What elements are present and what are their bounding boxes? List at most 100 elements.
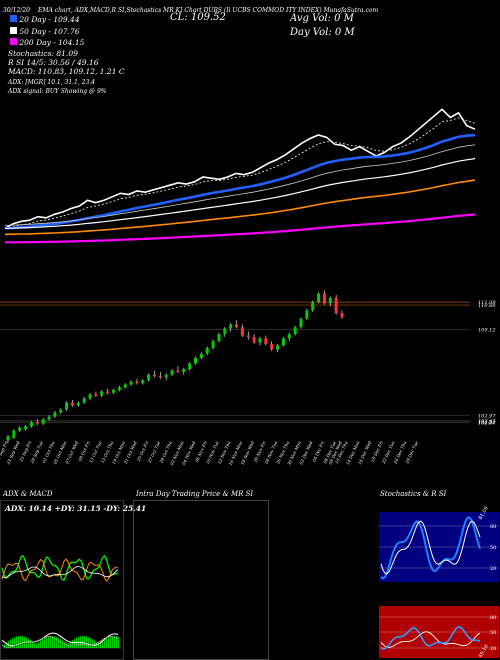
stochastics-readout: Stochastics: 81.09 — [8, 49, 78, 58]
candle-body — [223, 328, 227, 335]
candle-body — [65, 402, 69, 410]
stochastics-panel — [379, 512, 499, 582]
candle-body — [24, 426, 28, 430]
candle-body — [229, 324, 233, 329]
candle-body — [322, 293, 326, 304]
adx-macd-panel: ADX: 10.14 +DY: 31.15 -DY: 25.41 — [0, 500, 146, 660]
day-volume: Day Vol: 0 M — [290, 27, 355, 38]
candle-body — [88, 394, 92, 399]
candle-body — [59, 409, 63, 413]
level-label: 109.12 — [478, 328, 496, 334]
ema200-swatch — [10, 38, 17, 45]
candle-body — [129, 381, 133, 385]
candle-body — [70, 402, 74, 406]
candle-body — [53, 412, 57, 417]
candle-body — [246, 335, 250, 337]
candle-body — [281, 338, 285, 346]
rsi-readout: R SI 14/5: 30.56 / 49.16 — [8, 58, 99, 67]
ema5-line — [4, 117, 476, 229]
macd-readout: MACD: 110.83, 109.12, 1.21 C — [8, 67, 125, 76]
stoch-panel-title: Stochastics & R SI — [380, 490, 447, 498]
ema50-line — [4, 158, 476, 229]
ema50-legend: 50 Day - 107.76 — [10, 27, 80, 36]
candle-body — [176, 370, 180, 372]
candle-body — [276, 345, 280, 350]
candle-body — [117, 387, 121, 391]
level-label: 102.47 — [478, 421, 496, 427]
ema20-label: 20 Day - 109.44 — [19, 15, 80, 24]
ema20-legend: 20 Day - 109.44 — [10, 15, 80, 24]
candle-body — [258, 338, 262, 343]
intraday-panel — [133, 500, 269, 660]
level-label: 111.09 — [478, 300, 496, 306]
date-tick-label: 21 Sep Fri — [0, 440, 9, 464]
candle-body — [240, 327, 244, 336]
candle-body — [6, 436, 10, 441]
rsi-panel — [379, 606, 499, 658]
avg-volume: Avg Vol: 0 M — [290, 13, 354, 24]
candle-body — [100, 391, 104, 396]
candle-body — [205, 348, 209, 354]
candle-body — [18, 427, 22, 431]
ema200-legend: 200 Day - 104.15 — [10, 38, 84, 47]
candle-body — [82, 398, 86, 403]
candle-body — [211, 341, 215, 349]
candle-body — [111, 390, 115, 393]
candle-body — [147, 374, 151, 381]
candle-body — [182, 369, 186, 372]
candle-body — [152, 374, 156, 377]
ema50-label: 50 Day - 107.76 — [19, 27, 80, 36]
candle-body — [199, 353, 203, 358]
candle-body — [47, 416, 51, 420]
candle-body — [158, 376, 162, 378]
intraday-panel-title: Intra Day Trading Price & MR SI — [136, 490, 254, 498]
candle-body — [328, 297, 332, 304]
header-date: 30/12/20 — [3, 7, 30, 14]
candle-body — [188, 363, 192, 370]
candle-body — [35, 422, 39, 424]
candle-body — [170, 370, 174, 375]
level-label: 110.88 — [478, 303, 496, 309]
level-label: 102.62 — [478, 419, 496, 425]
candle-body — [287, 334, 291, 339]
candle-body — [106, 391, 110, 393]
candle-body — [12, 430, 16, 438]
header-title: EMA chart, ADX,MACD,R SI,Stochastics MR … — [38, 7, 379, 14]
candle-body — [76, 402, 80, 406]
candle-body — [135, 381, 139, 384]
candle-body — [305, 310, 309, 319]
candle-body — [235, 324, 239, 328]
candle-body — [311, 301, 315, 311]
candle-body — [164, 374, 168, 378]
candle-body — [270, 343, 274, 350]
candle-body — [194, 357, 198, 364]
candle-body — [217, 334, 221, 342]
candle-body — [264, 338, 268, 344]
level-label: 102.52 — [478, 420, 496, 426]
ema100-line — [4, 179, 476, 236]
price-line — [4, 108, 476, 229]
ema50-swatch — [10, 27, 17, 34]
candle-body — [123, 384, 127, 388]
adx-panel-title: ADX & MACD — [3, 490, 53, 498]
candle-body — [340, 313, 344, 318]
candle-body — [29, 422, 33, 427]
candle-body — [317, 293, 321, 302]
ema200-label: 200 Day - 104.15 — [19, 38, 85, 47]
close-price: CL: 109.52 — [170, 12, 226, 23]
ema200-line — [5, 213, 476, 244]
adx-signal: ADX signal: BUY Showing @ 9% — [8, 88, 107, 95]
ema35-line — [4, 144, 476, 226]
level-label: 102.97 — [478, 414, 496, 420]
candle-body — [41, 419, 45, 424]
candle-body — [141, 380, 145, 384]
ema20-line — [4, 133, 476, 230]
candle-body — [334, 297, 338, 314]
candle-body — [299, 318, 303, 328]
candle-body — [94, 394, 98, 396]
candle-body — [293, 327, 297, 335]
candle-body — [252, 336, 256, 343]
adx-values: ADX: 10.14 +DY: 31.15 -DY: 25.41 — [5, 504, 147, 513]
ema20-swatch — [10, 15, 17, 22]
